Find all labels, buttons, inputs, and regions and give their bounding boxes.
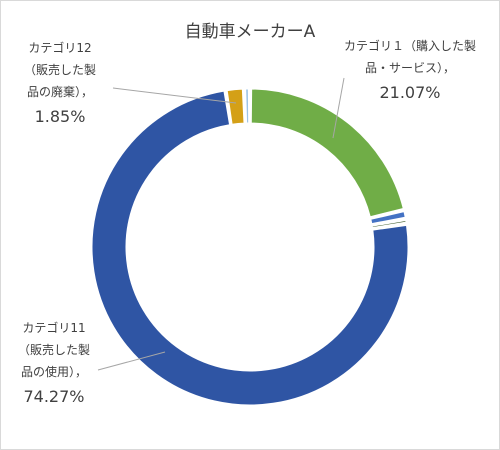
slice-label-4-line-1: カテゴリ11 [22, 320, 85, 335]
slice-label-5-line-1: カテゴリ12 [28, 40, 91, 55]
chart-title: 自動車メーカーA [185, 22, 316, 42]
slice-value-4: 74.27% [23, 387, 84, 406]
leader-line-1 [332, 77, 345, 139]
slice-label-1-line-1: カテゴリ１（購入した製 [344, 38, 476, 53]
doughnut-slice-1 [250, 88, 404, 218]
leader-line-5 [112, 87, 237, 104]
leader-line-4 [97, 351, 166, 371]
leader-lines-group [97, 77, 345, 371]
slice-label-1-line-2: 品・サービス）， [365, 61, 455, 75]
slice-label-4-line-2: （販売した製 [18, 342, 90, 357]
doughnut-slice-3 [371, 219, 407, 229]
doughnut-slice-2 [370, 211, 406, 225]
slice-label-5-line-2: （販売した製 [24, 62, 96, 77]
slice-label-4-line-3: 品の使用）， [21, 364, 87, 379]
slice-label-5-line-3: 品の廃棄）， [27, 84, 93, 99]
slice-value-5: 1.85% [35, 107, 86, 126]
doughnut-slice-6 [245, 88, 250, 124]
slices-group [91, 88, 409, 406]
doughnut-slice-5 [226, 88, 245, 125]
slice-value-1: 21.07% [379, 83, 440, 102]
doughnut-slice-4 [91, 90, 409, 406]
